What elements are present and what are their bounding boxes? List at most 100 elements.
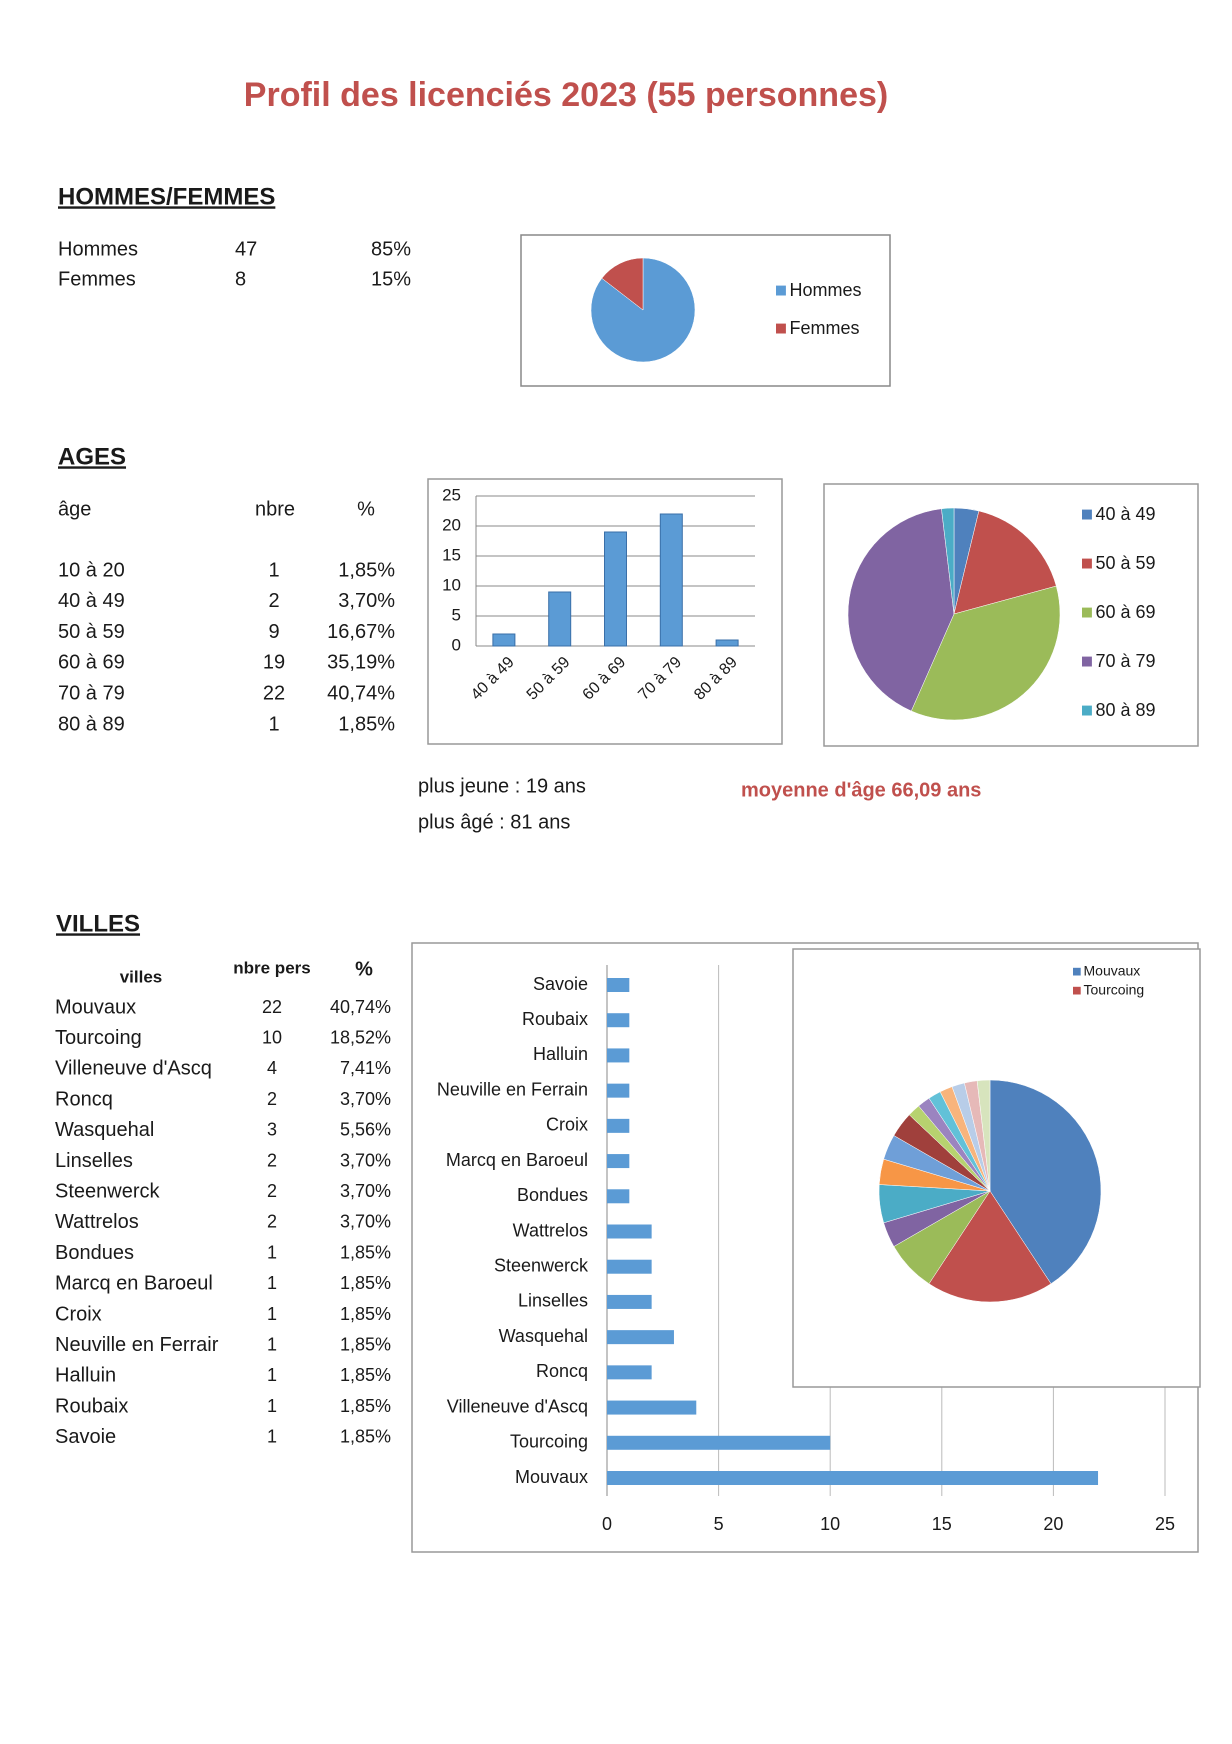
pie-slice: [976, 1079, 991, 1192]
cell: 3: [267, 1120, 277, 1140]
cell: 10: [262, 1027, 282, 1047]
bar: [607, 1471, 1099, 1485]
bar: [604, 531, 627, 647]
bar: [607, 1189, 630, 1204]
pie-slice: [928, 1190, 1052, 1303]
cell: 2: [267, 1150, 277, 1170]
cell: Marcq en Baroeul: [55, 1273, 213, 1295]
y-tick-label: Croix: [546, 1115, 588, 1135]
cell: 35,19%: [327, 652, 395, 674]
cell: 80 à 89: [58, 713, 125, 735]
y-tick-label: Wasquehal: [499, 1326, 588, 1346]
cell: Roncq: [55, 1088, 113, 1110]
chart-box: [520, 234, 891, 387]
legend-label: Tourcoing: [1084, 982, 1145, 998]
legend-swatch: [1073, 986, 1081, 995]
note: plus âgé : 81 ans: [418, 811, 570, 833]
cell: Steenwerck: [55, 1180, 160, 1202]
cell: 15%: [371, 268, 411, 290]
column-header: nbre pers: [233, 958, 310, 977]
cell: Bondues: [55, 1242, 134, 1264]
legend-label: Hommes: [790, 280, 862, 300]
bar: [607, 1365, 652, 1380]
cell: 47: [235, 238, 257, 260]
bar: [607, 978, 630, 992]
bar: [607, 1154, 630, 1169]
y-tick-label: Savoie: [533, 974, 588, 994]
cell: 1,85%: [340, 1304, 391, 1324]
cell: 1,85%: [340, 1396, 391, 1416]
y-tick-label: 25: [442, 485, 461, 504]
cell: 1: [267, 1365, 277, 1385]
x-tick-label: 5: [714, 1514, 724, 1534]
cell: 1: [267, 1273, 277, 1293]
bar: [607, 1259, 652, 1274]
bar: [492, 633, 516, 647]
legend-label: Femmes: [790, 318, 860, 338]
y-tick-label: Marcq en Baroeul: [446, 1150, 588, 1170]
cell: 1: [267, 1427, 277, 1447]
cell: 50 à 59: [58, 621, 125, 643]
bar: [607, 1294, 652, 1309]
section-heading: AGES: [58, 443, 126, 470]
cell: 40 à 49: [58, 590, 125, 612]
column-header: %: [355, 958, 373, 980]
y-tick-label: 0: [452, 635, 461, 654]
cell: 2: [267, 1181, 277, 1201]
y-tick-label: 10: [442, 575, 461, 594]
pie-slice: [953, 510, 1057, 615]
y-tick-label: Mouvaux: [515, 1467, 588, 1487]
cell: Halluin: [55, 1365, 116, 1387]
pie-slice: [941, 507, 955, 615]
bar: [607, 1224, 652, 1239]
y-tick-label: Tourcoing: [510, 1432, 588, 1452]
cell: 1: [267, 1242, 277, 1262]
legend-swatch: [776, 323, 786, 334]
legend-label: 40 à 49: [1096, 504, 1156, 524]
y-tick-label: Linselles: [518, 1291, 588, 1311]
y-tick-label: Villeneuve d'Ascq: [447, 1396, 588, 1416]
cell: 18,52%: [330, 1027, 391, 1047]
cell: 10 à 20: [58, 559, 125, 581]
x-tick-label: 0: [602, 1514, 612, 1534]
cell: Tourcoing: [55, 1027, 142, 1049]
cell: Femmes: [58, 268, 136, 290]
column-header: %: [357, 498, 375, 520]
cell: 40,74%: [327, 682, 395, 704]
cell: 2: [267, 1089, 277, 1109]
legend-label: 70 à 79: [1096, 651, 1156, 671]
cell: 2: [267, 1212, 277, 1232]
cell: Villeneuve d'Ascq: [55, 1058, 212, 1080]
cell: 1: [267, 1334, 277, 1354]
y-tick-label: 15: [442, 545, 461, 564]
cell: 1,85%: [340, 1427, 391, 1447]
y-tick-label: Bondues: [517, 1185, 588, 1205]
cell: 16,67%: [327, 621, 395, 643]
y-tick-label: Wattrelos: [513, 1220, 588, 1240]
cell: 1,85%: [340, 1365, 391, 1385]
cell: 8: [235, 268, 246, 290]
bar: [659, 513, 683, 647]
y-tick-label: Neuville en Ferrain: [437, 1079, 588, 1099]
bar: [607, 1400, 697, 1415]
cell: 7,41%: [340, 1058, 391, 1078]
cell: Mouvaux: [55, 996, 136, 1018]
legend-label: 80 à 89: [1096, 700, 1156, 720]
cell: 22: [262, 997, 282, 1017]
cell: Croix: [55, 1303, 102, 1325]
column-header: villes: [120, 967, 163, 986]
cell: 5,56%: [340, 1120, 391, 1140]
section-heading: HOMMES/FEMMES: [58, 183, 275, 210]
legend-label: 50 à 59: [1096, 553, 1156, 573]
legend-swatch: [1073, 967, 1081, 976]
cell: Linselles: [55, 1150, 133, 1172]
cell: 3,70%: [338, 590, 395, 612]
cell: 1,85%: [338, 713, 395, 735]
bar: [607, 1013, 630, 1028]
legend-label: Mouvaux: [1084, 963, 1141, 979]
cell: Neuville en Ferrair: [55, 1334, 219, 1356]
cell: 4: [267, 1058, 277, 1078]
cell: Wasquehal: [55, 1119, 154, 1141]
legend-swatch: [776, 285, 786, 296]
